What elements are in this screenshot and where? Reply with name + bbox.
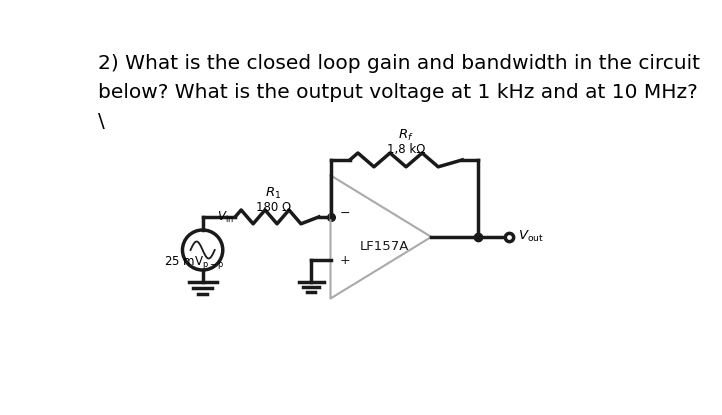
Text: −: − [340,208,350,220]
Text: 25 mV$_{\mathrm{p-p}}$: 25 mV$_{\mathrm{p-p}}$ [164,254,225,271]
Text: $V_{\mathrm{out}}$: $V_{\mathrm{out}}$ [518,229,544,244]
Text: 1,8 kΩ: 1,8 kΩ [387,143,425,156]
Text: +: + [340,254,350,266]
Text: below? What is the output voltage at 1 kHz and at 10 MHz?: below? What is the output voltage at 1 k… [98,83,697,102]
Text: 2) What is the closed loop gain and bandwidth in the circuit: 2) What is the closed loop gain and band… [98,54,700,73]
Text: $R_f$: $R_f$ [399,128,414,143]
Text: $R_1$: $R_1$ [265,186,282,201]
Text: LF157A: LF157A [360,239,409,253]
Text: 180 Ω: 180 Ω [256,201,291,214]
Text: $V_{\mathrm{in}}$: $V_{\mathrm{in}}$ [217,210,235,225]
Text: \: \ [98,112,105,131]
